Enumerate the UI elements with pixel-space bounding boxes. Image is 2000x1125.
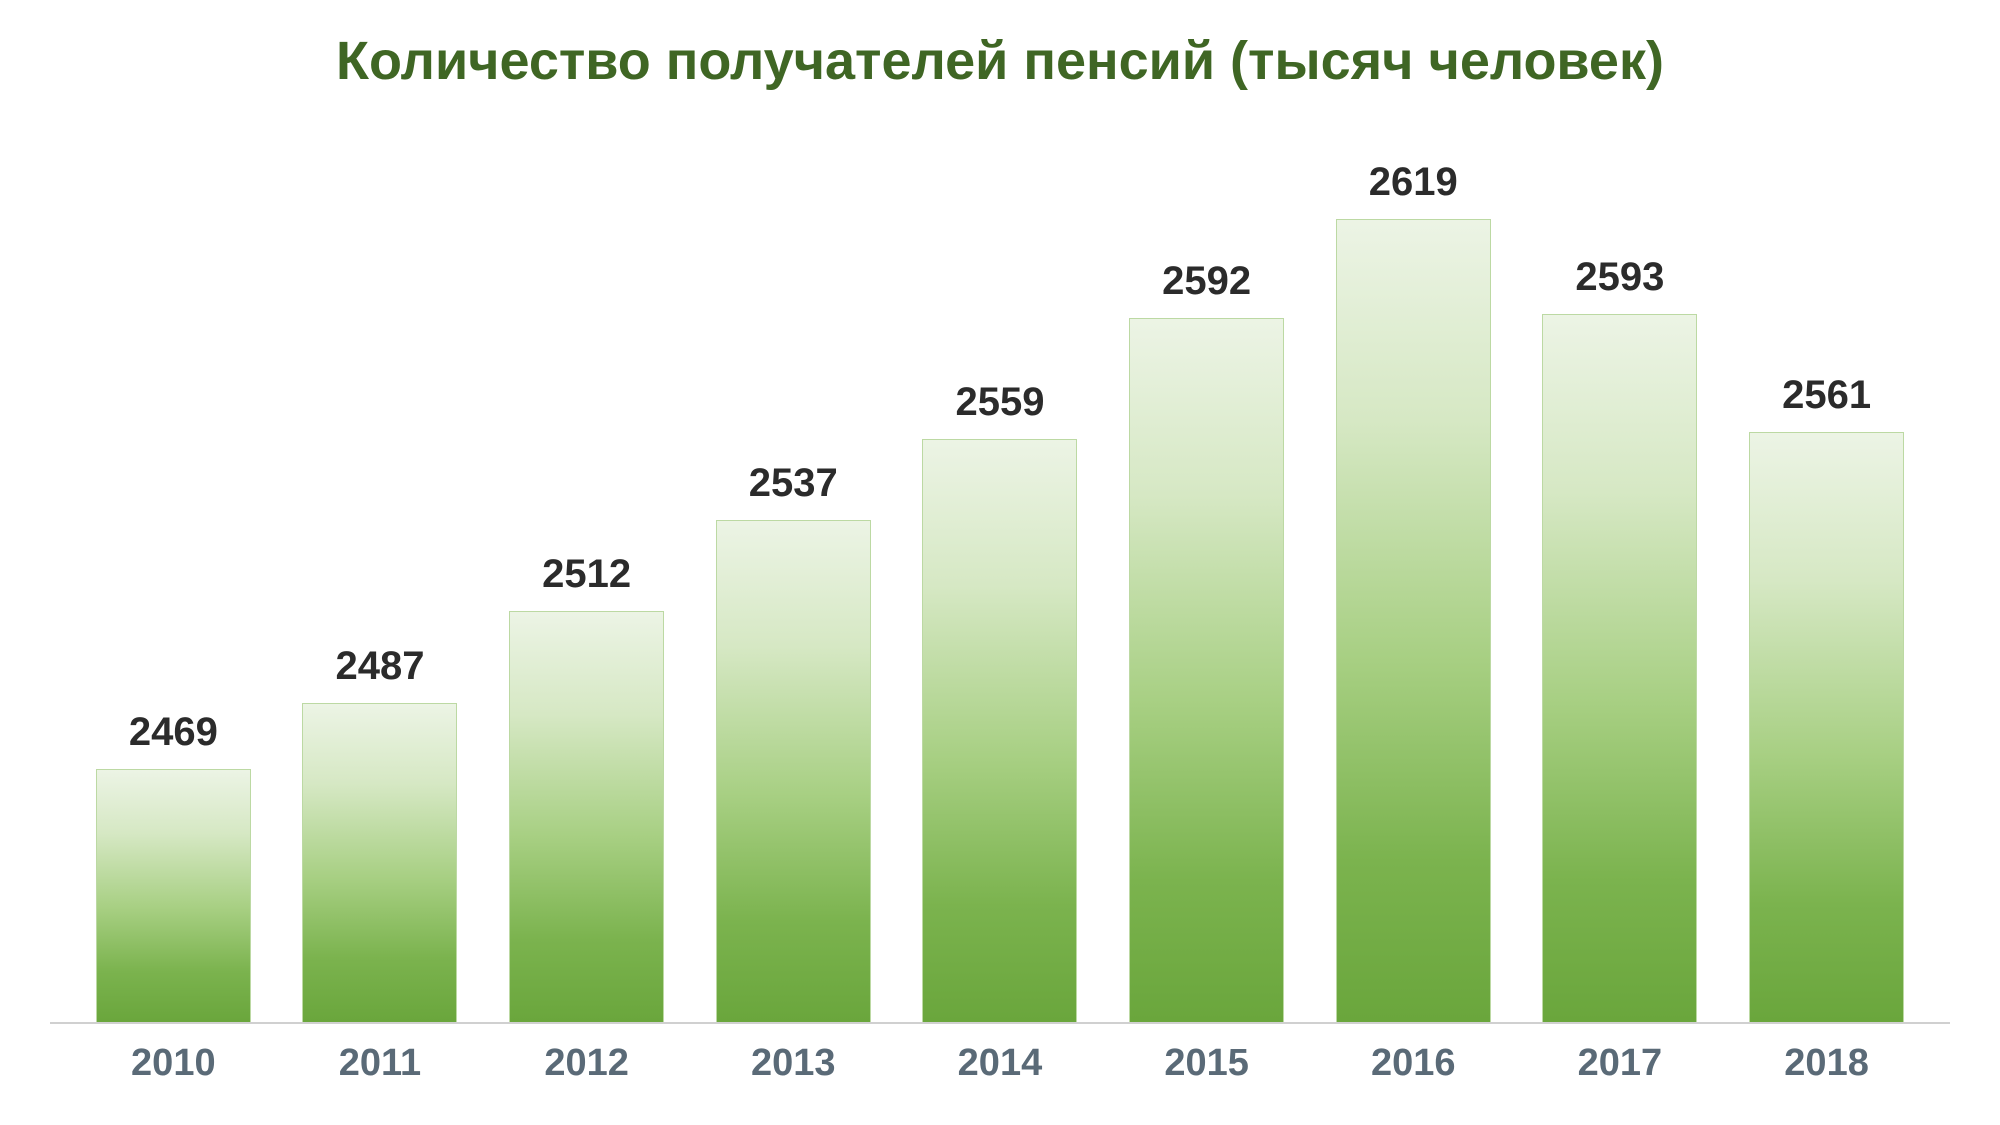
bar-value-label: 2593 [1575, 255, 1664, 300]
x-axis-label: 2012 [497, 1042, 677, 1085]
bar-value-label: 2487 [335, 644, 424, 689]
bar-wrapper: 2592 [1117, 259, 1297, 1022]
bar-wrapper: 2619 [1323, 160, 1503, 1022]
x-axis-label: 2013 [703, 1042, 883, 1085]
x-axis-label: 2010 [83, 1042, 263, 1085]
x-axis-label: 2011 [290, 1042, 470, 1085]
bar [1336, 219, 1491, 1022]
chart-title: Количество получателей пенсий (тысяч чел… [336, 30, 1664, 92]
x-axis-label: 2015 [1117, 1042, 1297, 1085]
bar-value-label: 2619 [1369, 160, 1458, 205]
bar-wrapper: 2593 [1530, 255, 1710, 1022]
bar-wrapper: 2537 [703, 461, 883, 1022]
bars-area: 2469 2487 2512 2537 2559 2592 2619 2593 2561 [50, 132, 1950, 1024]
bar-value-label: 2561 [1782, 373, 1871, 418]
x-axis-label: 2016 [1323, 1042, 1503, 1085]
chart-container: 2469 2487 2512 2537 2559 2592 2619 2593 2561 201… [50, 132, 1950, 1085]
bar-value-label: 2469 [129, 710, 218, 755]
x-axis: 2010 2011 2012 2013 2014 2015 2016 2017 2018 [50, 1024, 1950, 1085]
bar-wrapper: 2559 [910, 380, 1090, 1022]
bar-wrapper: 2561 [1737, 373, 1917, 1022]
bar [1129, 318, 1284, 1022]
x-axis-label: 2017 [1530, 1042, 1710, 1085]
bar-wrapper: 2469 [83, 710, 263, 1022]
bar [1749, 432, 1904, 1022]
bar [922, 439, 1077, 1022]
bar [302, 703, 457, 1022]
bar-wrapper: 2512 [497, 552, 677, 1022]
bar-value-label: 2537 [749, 461, 838, 506]
bar [509, 611, 664, 1022]
bar-value-label: 2559 [955, 380, 1044, 425]
bar-value-label: 2592 [1162, 259, 1251, 304]
bar-wrapper: 2487 [290, 644, 470, 1022]
bar [716, 520, 871, 1022]
bar [1542, 314, 1697, 1022]
bar [96, 769, 251, 1022]
bar-value-label: 2512 [542, 552, 631, 597]
x-axis-label: 2014 [910, 1042, 1090, 1085]
x-axis-label: 2018 [1737, 1042, 1917, 1085]
